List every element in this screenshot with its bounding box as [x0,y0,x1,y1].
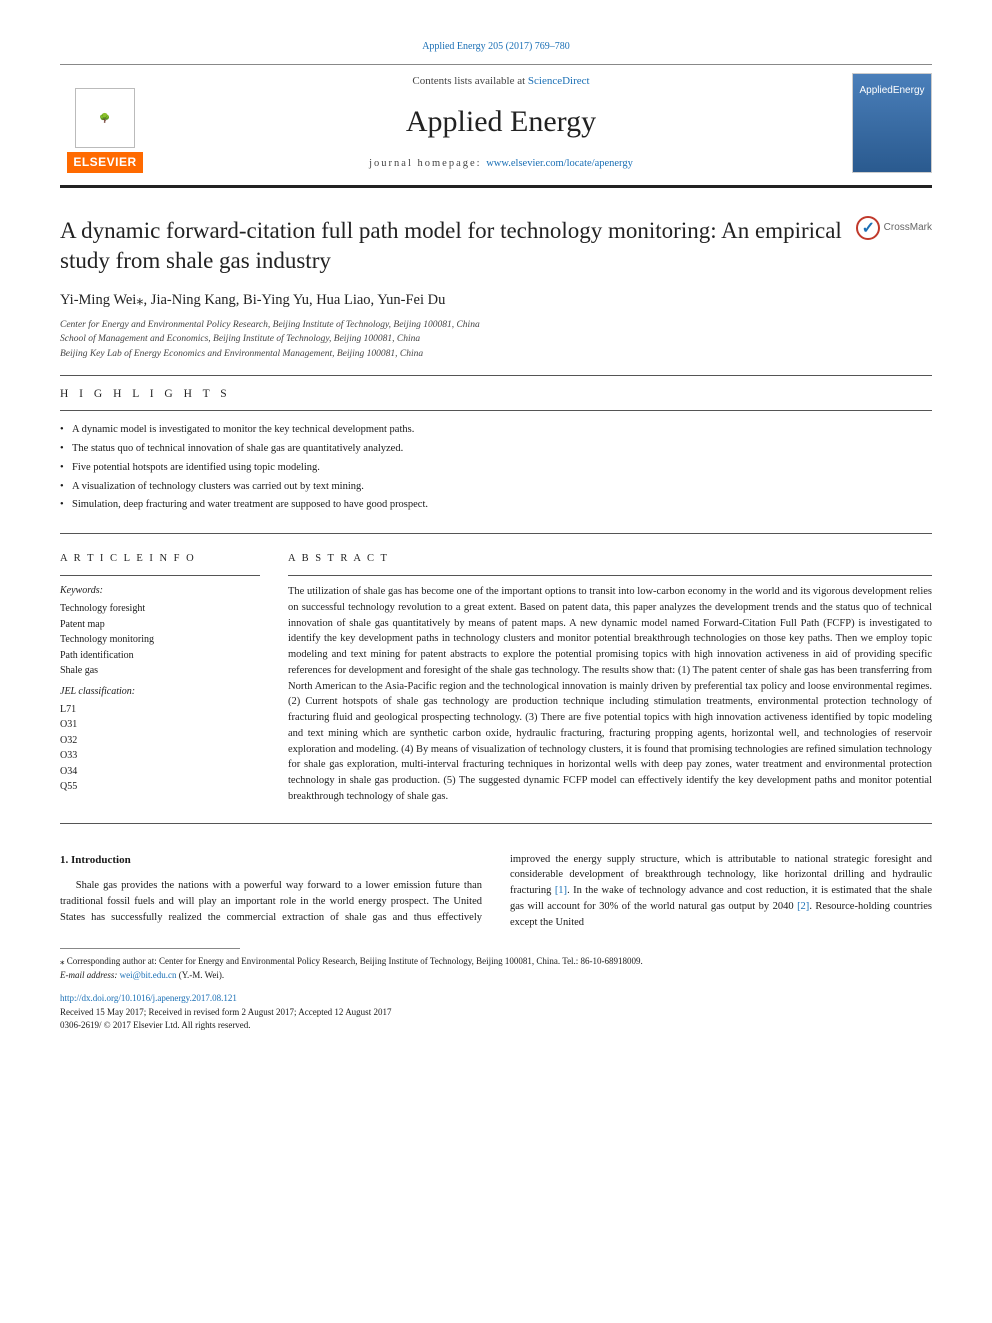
abstract-label: A B S T R A C T [288,552,932,567]
journal-name: Applied Energy [150,101,852,143]
cover-label: AppliedEnergy [859,84,924,98]
crossmark-label: CrossMark [884,221,932,235]
jel-code: O33 [60,748,260,764]
section-rule [60,575,260,576]
email-link[interactable]: wei@bit.edu.cn [120,970,177,980]
highlights-list: A dynamic model is investigated to monit… [60,419,932,525]
sciencedirect-link[interactable]: ScienceDirect [528,75,590,87]
citation-line: Applied Energy 205 (2017) 769–780 [60,40,932,54]
jel-code: L71 [60,702,260,718]
article-info-col: A R T I C L E I N F O Keywords: Technolo… [60,542,260,804]
citation-link[interactable]: [1] [555,885,567,896]
footnote-rule [60,948,240,949]
abstract-text: The utilization of shale gas has become … [288,584,932,805]
info-abstract-row: A R T I C L E I N F O Keywords: Technolo… [60,542,932,804]
email-suffix: (Y.-M. Wei). [176,970,224,980]
masthead-bottom-rule [60,185,932,188]
homepage-prefix: journal homepage: [369,158,486,169]
jel-code: Q55 [60,779,260,795]
copyright-line: 0306-2619/ © 2017 Elsevier Ltd. All righ… [60,1019,932,1033]
affiliations: Center for Energy and Environmental Poli… [60,318,932,361]
section-rule [60,410,932,411]
crossmark-icon [856,216,880,240]
highlight-item: A visualization of technology clusters w… [60,478,932,497]
jel-code: O32 [60,733,260,749]
keywords-label: Keywords: [60,584,260,598]
article-info-label: A R T I C L E I N F O [60,552,260,567]
keyword: Patent map [60,617,260,633]
affiliation: Center for Energy and Environmental Poli… [60,318,932,332]
highlights-label: H I G H L I G H T S [60,386,932,402]
doi-link[interactable]: http://dx.doi.org/10.1016/j.apenergy.201… [60,993,237,1003]
journal-cover-thumb: AppliedEnergy [852,73,932,173]
contents-prefix: Contents lists available at [412,75,527,87]
elsevier-tree-icon: 🌳 [75,88,135,148]
keyword: Shale gas [60,663,260,679]
introduction-section: 1. Introduction Shale gas provides the n… [60,852,932,931]
jel-code: O31 [60,717,260,733]
crossmark-widget[interactable]: CrossMark [856,216,932,240]
article-title: A dynamic forward-citation full path mod… [60,216,844,276]
journal-homepage: journal homepage: www.elsevier.com/locat… [150,157,852,172]
affiliation: School of Management and Economics, Beij… [60,332,932,346]
intro-heading: 1. Introduction [60,852,482,869]
jel-list: L71 O31 O32 O33 O34 Q55 [60,702,260,795]
authors-line: Yi-Ming Wei⁎, Jia-Ning Kang, Bi-Ying Yu,… [60,290,932,310]
footnotes: ⁎ Corresponding author at: Center for En… [60,955,932,982]
keyword: Path identification [60,648,260,664]
jel-code: O34 [60,764,260,780]
citation-link[interactable]: [2] [797,901,809,912]
keyword: Technology monitoring [60,632,260,648]
jel-label: JEL classification: [60,685,260,699]
highlight-item: Simulation, deep fracturing and water tr… [60,496,932,515]
contents-available: Contents lists available at ScienceDirec… [150,74,852,89]
masthead-center: Contents lists available at ScienceDirec… [150,74,852,172]
keywords-list: Technology foresight Patent map Technolo… [60,601,260,679]
title-row: A dynamic forward-citation full path mod… [60,216,932,276]
section-rule [60,375,932,376]
corresponding-author-note: ⁎ Corresponding author at: Center for En… [60,955,932,969]
section-rule [60,823,932,824]
section-rule [288,575,932,576]
email-label: E-mail address: [60,970,120,980]
article-dates: Received 15 May 2017; Received in revise… [60,1006,932,1020]
keyword: Technology foresight [60,601,260,617]
email-line: E-mail address: wei@bit.edu.cn (Y.-M. We… [60,969,932,983]
intro-text: Shale gas provides the nations with a po… [60,880,482,923]
masthead: 🌳 ELSEVIER Contents lists available at S… [60,65,932,181]
abstract-col: A B S T R A C T The utilization of shale… [288,542,932,804]
section-rule [60,533,932,534]
highlight-item: Five potential hotspots are identified u… [60,459,932,478]
authors-text: Yi-Ming Wei⁎, Jia-Ning Kang, Bi-Ying Yu,… [60,292,445,308]
affiliation: Beijing Key Lab of Energy Economics and … [60,347,932,361]
homepage-link[interactable]: www.elsevier.com/locate/apenergy [486,158,633,169]
highlight-item: The status quo of technical innovation o… [60,440,932,459]
publisher-logo: 🌳 ELSEVIER [60,73,150,173]
highlight-item: A dynamic model is investigated to monit… [60,421,932,440]
publisher-name: ELSEVIER [67,152,142,173]
doi-block: http://dx.doi.org/10.1016/j.apenergy.201… [60,992,932,1033]
